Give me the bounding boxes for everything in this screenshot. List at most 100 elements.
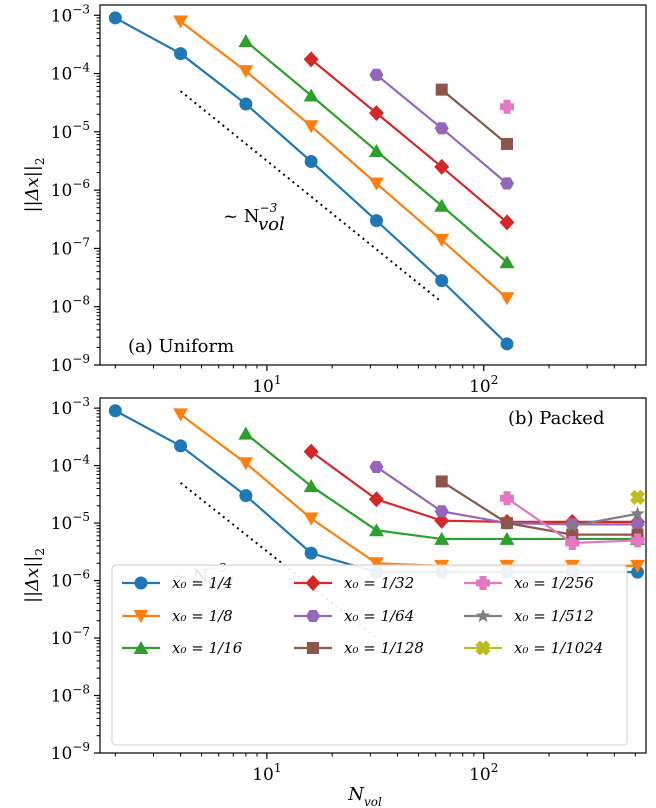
data-point xyxy=(434,122,449,135)
data-point xyxy=(368,143,384,157)
legend-item: x₀ = 1/8 xyxy=(122,607,233,625)
legend-marker xyxy=(475,640,491,656)
y-tick-label: 10−7 xyxy=(51,625,90,649)
tick-exponent: −7 xyxy=(72,625,90,639)
series-x0---1-4 xyxy=(108,11,514,351)
tick-exponent: −4 xyxy=(72,453,90,467)
y-label-main: ||Δx|| xyxy=(22,556,43,603)
x-tick-label: 102 xyxy=(469,373,498,397)
tick-exponent: −4 xyxy=(72,61,90,75)
series-x0---1-16 xyxy=(238,34,515,269)
label-subscript: vol xyxy=(258,214,285,235)
legend-marker xyxy=(305,575,321,591)
series-line xyxy=(441,88,508,145)
x-tick-label: 101 xyxy=(252,373,281,397)
data-point xyxy=(434,158,450,175)
tick-exponent: −6 xyxy=(72,177,90,191)
data-point xyxy=(304,546,318,560)
legend-label: x₀ = 1/256 xyxy=(514,574,594,592)
data-point xyxy=(173,15,189,29)
data-point xyxy=(499,255,515,269)
data-point xyxy=(499,531,515,545)
data-point xyxy=(499,99,514,114)
tick-base: 10 xyxy=(51,298,73,318)
y-tick-label: 10−3 xyxy=(51,2,90,26)
tick-exponent: −3 xyxy=(72,2,90,16)
y-tick-label: 10−4 xyxy=(51,61,91,85)
data-point xyxy=(500,137,513,150)
tick-exponent: −7 xyxy=(72,235,90,249)
series-line xyxy=(441,480,638,536)
tick-exponent: 2 xyxy=(491,373,499,387)
y-tick-label: 10−8 xyxy=(51,294,90,318)
legend-label: x₀ = 1/32 xyxy=(344,574,414,592)
series-line xyxy=(310,58,508,224)
x-label-main: N xyxy=(347,784,365,805)
tick-base: 10 xyxy=(51,123,73,143)
series-line xyxy=(179,20,508,300)
legend-marker xyxy=(307,642,319,654)
data-point xyxy=(500,337,514,351)
data-point xyxy=(303,51,319,68)
tick-base: 10 xyxy=(252,765,274,785)
data-point xyxy=(368,491,384,508)
series-x0---1-8 xyxy=(173,15,515,306)
legend-item: x₀ = 1/4 xyxy=(122,574,233,592)
data-point xyxy=(630,559,646,573)
data-point xyxy=(500,517,513,530)
data-point xyxy=(303,120,319,134)
tick-base: 10 xyxy=(51,399,73,419)
x-axis-label: Nvol xyxy=(347,784,382,808)
legend-marker xyxy=(133,641,149,654)
reference-slope-label: ~ N−3 xyxy=(223,201,278,227)
legend-label: x₀ = 1/512 xyxy=(514,607,594,625)
legend-marker xyxy=(306,609,320,623)
legend-item: x₀ = 1/32 xyxy=(294,574,414,592)
legend-label: x₀ = 1/8 xyxy=(172,607,233,625)
data-point xyxy=(629,489,646,505)
data-point xyxy=(499,177,514,190)
series-x0---1-512 xyxy=(565,506,645,532)
series-line xyxy=(310,450,638,523)
data-point xyxy=(434,233,450,247)
tick-exponent: −5 xyxy=(72,119,90,133)
data-point xyxy=(303,88,319,102)
data-point xyxy=(239,97,253,111)
data-point xyxy=(108,404,122,418)
legend: x₀ = 1/4 x₀ = 1/8 x₀ = 1/16 x₀ = 1/32 x₀ = 1… xyxy=(111,564,628,746)
series-x0---1-1024 xyxy=(629,489,646,505)
data-point xyxy=(435,83,448,96)
legend-item: x₀ = 1/128 xyxy=(294,639,424,657)
axes-frame xyxy=(99,4,647,366)
data-point xyxy=(238,34,254,48)
series-x0---1-128 xyxy=(435,83,513,150)
legend-marker xyxy=(133,610,149,623)
data-point xyxy=(630,518,645,531)
y-tick-label: 10−5 xyxy=(51,119,90,143)
data-point xyxy=(369,460,384,473)
panel-label: (a) Uniform xyxy=(128,336,234,357)
tick-exponent: −8 xyxy=(72,294,90,308)
data-point xyxy=(369,214,383,228)
tick-base: 10 xyxy=(51,572,73,592)
legend-item: x₀ = 1/64 xyxy=(294,607,414,625)
legend-item: x₀ = 1/1024 xyxy=(464,639,603,657)
data-point xyxy=(565,518,580,532)
tick-base: 10 xyxy=(469,765,491,785)
y-axis-label: ||Δx||2 xyxy=(22,548,47,603)
series-x0---1-64 xyxy=(369,68,514,190)
tick-base: 10 xyxy=(51,687,73,707)
data-point xyxy=(173,408,189,422)
data-point xyxy=(174,47,188,61)
y-tick-label: 10−3 xyxy=(51,395,90,419)
x-tick-label: 101 xyxy=(252,761,281,785)
tick-exponent: −9 xyxy=(72,740,90,754)
series-x0---1-256 xyxy=(499,491,645,551)
tick-base: 10 xyxy=(51,629,73,649)
y-label-main: ||Δx|| xyxy=(22,165,43,212)
y-tick-label: 10−7 xyxy=(51,235,90,259)
series-x0---1-128 xyxy=(435,475,644,541)
legend-box xyxy=(111,564,628,746)
